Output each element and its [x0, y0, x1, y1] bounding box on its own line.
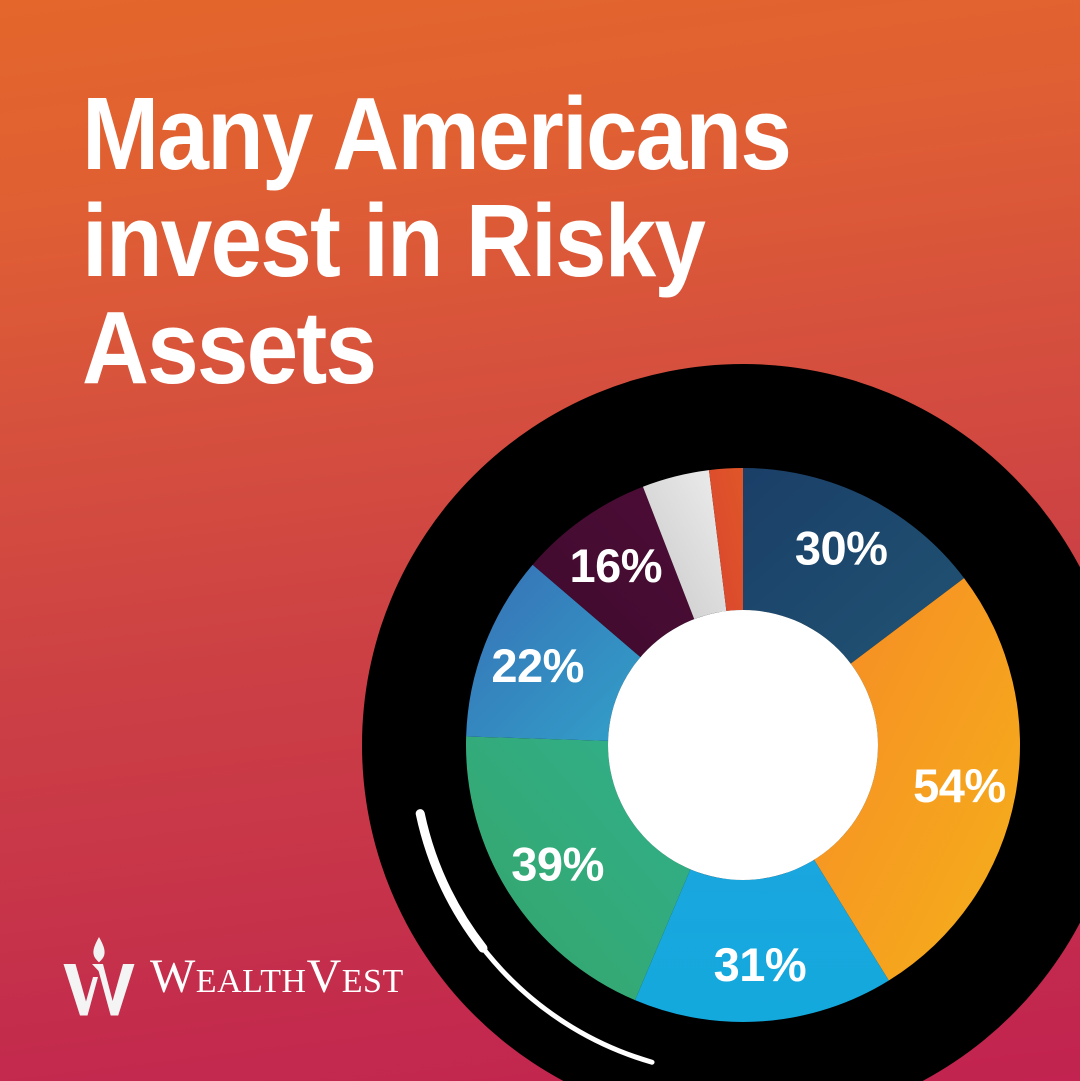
pie-slice-6	[642, 470, 727, 620]
pie-slice-22pct	[466, 564, 641, 741]
wealthvest-w-flame-icon	[63, 937, 135, 1016]
pie-slice-39pct	[466, 736, 691, 1001]
slice-value-label: 30%	[795, 521, 888, 574]
pie-slice-7	[708, 468, 743, 612]
slice-value-label: 22%	[491, 639, 584, 692]
slice-value-label: 16%	[569, 539, 662, 592]
brand-wordmark: WealthVest	[150, 950, 404, 1003]
slice-value-label: 39%	[511, 837, 604, 890]
brand-logo: WealthVest	[62, 935, 404, 1019]
pie-slice-16pct	[532, 486, 695, 658]
decorative-accent-arc-thick	[415, 809, 488, 953]
pie-slice-30pct	[743, 468, 965, 664]
slice-label-group: 30% 54% 31% 39% 22% 16%	[491, 521, 1006, 991]
donut-hole	[608, 610, 878, 880]
pie-slice-54pct	[814, 578, 1020, 981]
slice-value-label: 54%	[913, 759, 1006, 812]
page-title: Many Americans invest in Risky Assets	[82, 76, 792, 405]
slice-value-label: 31%	[714, 938, 807, 991]
slice-group	[466, 468, 1020, 1023]
pie-slice-31pct	[635, 859, 889, 1023]
